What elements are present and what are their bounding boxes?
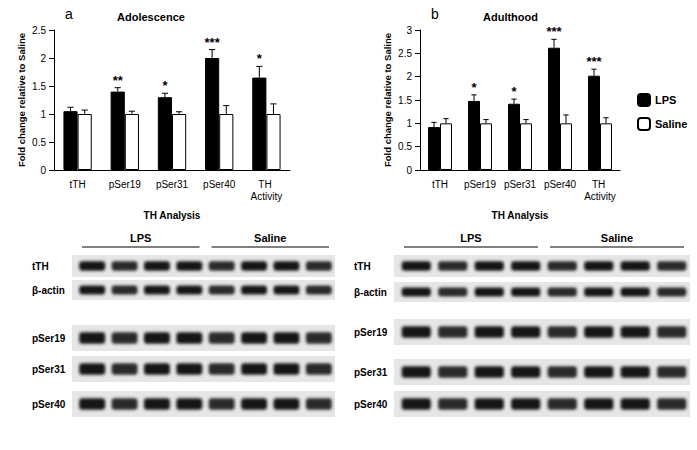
svg-text:Activity: Activity: [251, 191, 283, 202]
svg-text:pSer19: pSer19: [354, 327, 388, 338]
svg-text:***: ***: [586, 54, 602, 69]
svg-text:β-actin: β-actin: [354, 287, 387, 298]
svg-text:*: *: [257, 51, 263, 66]
svg-text:pSer31: pSer31: [32, 364, 66, 375]
svg-text:Adulthood: Adulthood: [483, 11, 538, 23]
svg-text:Adolescence: Adolescence: [117, 11, 185, 23]
svg-text:2: 2: [406, 71, 412, 82]
svg-text:pSer31: pSer31: [156, 179, 189, 190]
svg-text:pSer40: pSer40: [354, 399, 388, 410]
svg-text:TH Analysis: TH Analysis: [492, 210, 549, 221]
svg-text:tTH: tTH: [354, 261, 371, 272]
svg-text:pSer31: pSer31: [354, 367, 388, 378]
svg-text:*: *: [511, 84, 517, 99]
svg-text:0.5: 0.5: [398, 141, 412, 152]
svg-text:2.5: 2.5: [32, 25, 46, 36]
svg-text:1: 1: [40, 109, 46, 120]
svg-text:**: **: [113, 73, 124, 88]
svg-text:pSer40: pSer40: [203, 179, 236, 190]
svg-text:Saline: Saline: [254, 232, 286, 244]
svg-text:Saline: Saline: [601, 232, 633, 244]
svg-text:Fold change relative to Saline: Fold change relative to Saline: [382, 33, 393, 167]
svg-text:LPS: LPS: [655, 94, 676, 106]
svg-text:3: 3: [406, 25, 412, 36]
svg-text:pSer40: pSer40: [32, 399, 66, 410]
svg-text:tTH: tTH: [70, 179, 86, 190]
svg-text:Activity: Activity: [584, 191, 616, 202]
svg-text:***: ***: [546, 24, 562, 39]
svg-text:1.5: 1.5: [32, 81, 46, 92]
svg-text:a: a: [65, 6, 73, 22]
svg-text:TH: TH: [258, 179, 274, 190]
svg-text:Saline: Saline: [655, 118, 687, 130]
svg-text:LPS: LPS: [460, 232, 481, 244]
svg-text:2.5: 2.5: [398, 48, 412, 59]
svg-text:pSer40: pSer40: [544, 179, 577, 190]
svg-text:TH: TH: [592, 179, 608, 190]
svg-text:tTH: tTH: [432, 179, 448, 190]
svg-text:tTH: tTH: [32, 261, 49, 272]
svg-text:0.5: 0.5: [32, 137, 46, 148]
svg-text:1: 1: [406, 118, 412, 129]
svg-text:0: 0: [406, 165, 412, 176]
svg-text:pSer19: pSer19: [32, 333, 66, 344]
svg-text:LPS: LPS: [130, 232, 151, 244]
svg-text:***: ***: [205, 35, 221, 50]
svg-text:b: b: [431, 6, 439, 22]
svg-text:1.5: 1.5: [398, 95, 412, 106]
svg-text:pSer31: pSer31: [504, 179, 537, 190]
svg-text:0: 0: [40, 165, 46, 176]
svg-text:β-actin: β-actin: [32, 285, 65, 296]
svg-text:pSer19: pSer19: [464, 179, 497, 190]
svg-text:TH Analysis: TH Analysis: [144, 210, 201, 221]
svg-text:*: *: [471, 80, 477, 95]
svg-text:pSer19: pSer19: [109, 179, 142, 190]
svg-text:Fold change relative to Saline: Fold change relative to Saline: [16, 33, 27, 167]
svg-text:2: 2: [40, 53, 46, 64]
svg-text:*: *: [162, 78, 168, 93]
